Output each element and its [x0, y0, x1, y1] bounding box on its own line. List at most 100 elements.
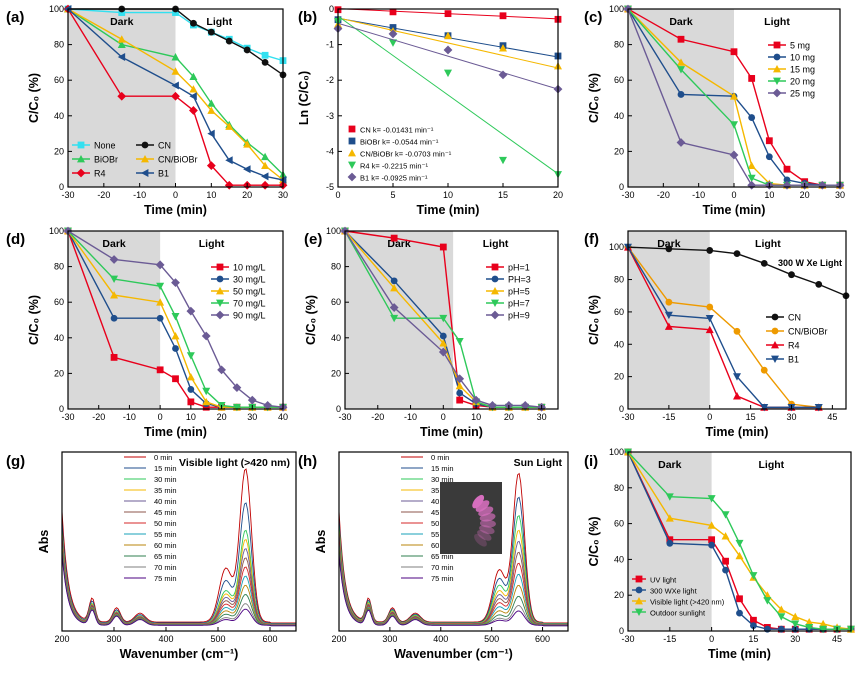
x-tick-label: -30 [338, 412, 351, 422]
data-point [665, 493, 674, 501]
data-point [777, 613, 786, 621]
y-tick-label: 80 [54, 40, 64, 50]
y-axis-label: C/C₀ (%) [587, 73, 601, 123]
x-tick-label: -10 [133, 190, 146, 200]
data-point [201, 331, 211, 341]
data-point [260, 180, 270, 190]
data-point [665, 245, 673, 253]
legend-label: 35 min [154, 486, 177, 495]
data-point [171, 91, 180, 101]
data-point [520, 401, 530, 410]
legend-label: 40 min [154, 497, 177, 506]
data-point [216, 287, 224, 295]
legend-label: 0 min [431, 453, 449, 462]
data-point [389, 303, 399, 312]
x-tick-label: 30 [786, 412, 796, 422]
dark-region [628, 231, 710, 409]
data-point [207, 129, 215, 138]
y-axis-label: C/C₀ (%) [587, 516, 601, 566]
data-point [748, 114, 756, 121]
x-tick-label: -30 [61, 190, 74, 200]
data-point [777, 605, 786, 613]
data-point [733, 250, 741, 258]
legend-label: 70 mg/L [233, 299, 266, 309]
data-point [444, 31, 452, 40]
y-tick-label: 20 [54, 368, 64, 378]
x-tick-label: -15 [663, 634, 676, 644]
x-axis-label: Wavenumber (cm⁻¹) [394, 647, 513, 661]
data-point [207, 106, 216, 114]
data-point [635, 608, 643, 616]
plot-frame [67, 230, 284, 410]
region-label-light: Light [206, 16, 232, 28]
data-point [749, 572, 758, 580]
legend: 5 mg 10 mg 15 mg 20 mg 25 mg [768, 41, 815, 99]
legend-label: BiOBr [94, 155, 118, 165]
annotation: 300 W Xe Light [778, 258, 842, 268]
data-point [707, 495, 716, 503]
data-point [348, 125, 356, 133]
data-point [172, 345, 179, 352]
data-point [171, 313, 180, 321]
data-point [247, 395, 257, 405]
data-point [202, 403, 210, 411]
data-point [389, 39, 397, 47]
data-point [225, 37, 233, 45]
data-point [390, 234, 398, 242]
legend-label: 50 mg/L [233, 287, 266, 297]
region-label-light: Light [199, 238, 225, 250]
x-tick-label: 30 [790, 634, 800, 644]
spectrum-line [61, 529, 296, 625]
panel-f: Dark Light -30 -15 0 15 30 45 0 20 40 60 80 100 Time (… [584, 230, 850, 439]
y-tick-label: 20 [614, 590, 624, 600]
data-point [677, 91, 685, 98]
data-point [705, 314, 714, 323]
x-tick-label: 15 [746, 412, 756, 422]
plot-frame [338, 451, 569, 632]
data-point [733, 327, 741, 335]
data-point [733, 373, 741, 381]
y-tick-label: 60 [331, 297, 341, 307]
series-3 [334, 15, 562, 179]
legend-label: 30 min [431, 475, 454, 484]
data-point [207, 99, 216, 107]
x-tick-label: 200 [54, 634, 69, 644]
data-point [666, 536, 674, 544]
data-point [390, 314, 399, 323]
spectrum-line [61, 546, 296, 626]
data-point [677, 58, 685, 66]
data-point [499, 12, 507, 20]
vial [475, 500, 490, 512]
x-tick-label: 0 [441, 412, 446, 422]
x-tick-label: -30 [621, 190, 634, 200]
data-point [348, 161, 356, 169]
data-point [243, 46, 251, 54]
legend-label: 5 mg [790, 41, 810, 51]
x-axis-label: Time (min) [708, 647, 771, 661]
data-point [186, 352, 195, 360]
data-point [791, 612, 800, 621]
data-point [771, 355, 779, 363]
data-point [141, 141, 149, 149]
data-point [765, 137, 773, 145]
region-label-light: Light [758, 459, 784, 471]
legend-label: 90 mg/L [233, 311, 266, 321]
data-point [708, 536, 716, 544]
data-point [172, 375, 179, 383]
data-point [730, 48, 738, 56]
region-label-light: Light [755, 238, 781, 250]
data-point [805, 624, 814, 632]
legend-label: 70 min [154, 563, 177, 572]
data-point [189, 106, 198, 115]
data-point [171, 332, 180, 340]
y-tick-label: 0 [619, 626, 624, 636]
x-tick-label: 300 [382, 634, 397, 644]
data-point [736, 595, 743, 603]
x-tick-label: 20 [800, 190, 810, 200]
y-tick-label: 0 [59, 182, 64, 192]
y-tick-label: 20 [54, 146, 64, 156]
legend-label: R4 [94, 169, 106, 179]
data-point [348, 149, 356, 157]
legend-label: CN [158, 141, 171, 151]
